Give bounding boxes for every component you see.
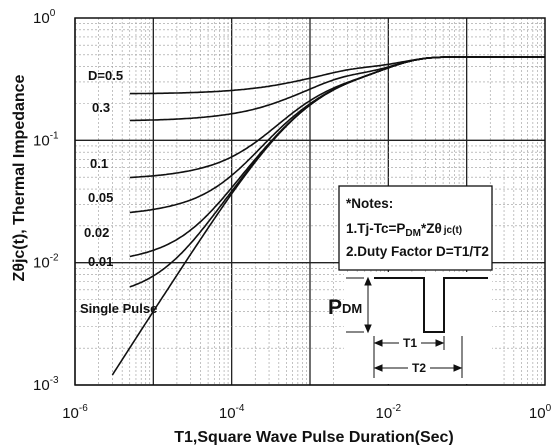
curve-label-d-0-5: D=0.5 xyxy=(88,68,123,83)
y-tick-label: 10-1 xyxy=(33,130,59,149)
curve-single-pulse xyxy=(111,56,545,376)
pulse-waveform xyxy=(374,277,488,333)
notes-line-1: 1.Tj-Tc=PDM*Zθ jc(t) xyxy=(346,221,462,239)
y-tick-labels: 100 10-1 10-2 10-3 xyxy=(33,8,59,394)
t1-arrow-left xyxy=(373,339,383,347)
pdm-arrow-up xyxy=(364,276,372,286)
curve-labels: D=0.5 0.3 0.1 0.05 0.02 0.01 Single Pulse xyxy=(80,68,157,316)
x-tick-label: 100 xyxy=(529,403,552,422)
t1-label: T1 xyxy=(403,336,417,350)
x-tick-label: 10-2 xyxy=(376,403,402,422)
x-tick-label: 10-4 xyxy=(219,403,245,422)
curve-label-0-02: 0.02 xyxy=(84,225,109,240)
pdm-arrow-down xyxy=(364,324,372,334)
t1-arrow-right xyxy=(435,339,445,347)
x-tick-labels: 10-6 10-4 10-2 100 xyxy=(62,403,551,422)
t2-arrow-right xyxy=(453,364,463,372)
t2-arrow-left xyxy=(373,364,383,372)
x-axis-title: T1,Square Wave Pulse Duration(Sec) xyxy=(174,429,453,445)
curve-label-0-3: 0.3 xyxy=(92,100,110,115)
y-tick-label: 100 xyxy=(33,8,56,27)
plot-frame xyxy=(74,17,546,386)
curve-label-0-1: 0.1 xyxy=(90,156,108,171)
notes-box: *Notes: 1.Tj-Tc=PDM*Zθ jc(t) 2.Duty Facto… xyxy=(338,185,493,271)
curve-label-0-05: 0.05 xyxy=(88,190,113,205)
y-tick-label: 10-3 xyxy=(33,375,59,394)
pdm-label: PDM xyxy=(328,296,362,319)
curve-label-0-01: 0.01 xyxy=(88,254,113,269)
y-axis-title: Zθjc(t), Thermal Impedance xyxy=(11,74,28,281)
y-tick-label: 10-2 xyxy=(33,253,59,272)
notes-line-2: 2.Duty Factor D=T1/T2 xyxy=(346,244,489,259)
curves xyxy=(111,56,545,376)
curve-label-single-pulse: Single Pulse xyxy=(80,301,157,316)
t2-label: T2 xyxy=(412,361,426,375)
notes-title: *Notes: xyxy=(346,196,393,211)
x-tick-label: 10-6 xyxy=(62,403,88,422)
